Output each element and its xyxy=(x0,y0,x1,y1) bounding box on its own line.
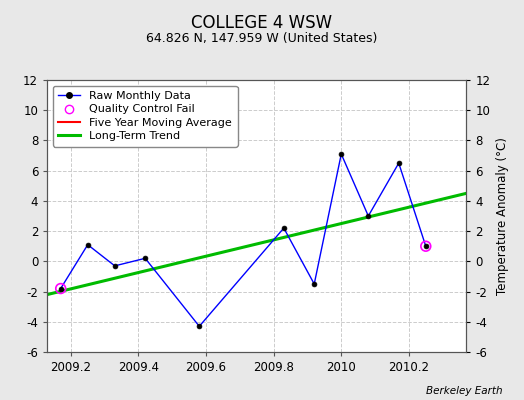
Text: COLLEGE 4 WSW: COLLEGE 4 WSW xyxy=(191,14,333,32)
Point xyxy=(422,243,430,250)
Text: Berkeley Earth: Berkeley Earth xyxy=(427,386,503,396)
Text: 64.826 N, 147.959 W (United States): 64.826 N, 147.959 W (United States) xyxy=(146,32,378,45)
Y-axis label: Temperature Anomaly (°C): Temperature Anomaly (°C) xyxy=(496,137,509,295)
Legend: Raw Monthly Data, Quality Control Fail, Five Year Moving Average, Long-Term Tren: Raw Monthly Data, Quality Control Fail, … xyxy=(53,86,238,147)
Point xyxy=(57,285,65,292)
